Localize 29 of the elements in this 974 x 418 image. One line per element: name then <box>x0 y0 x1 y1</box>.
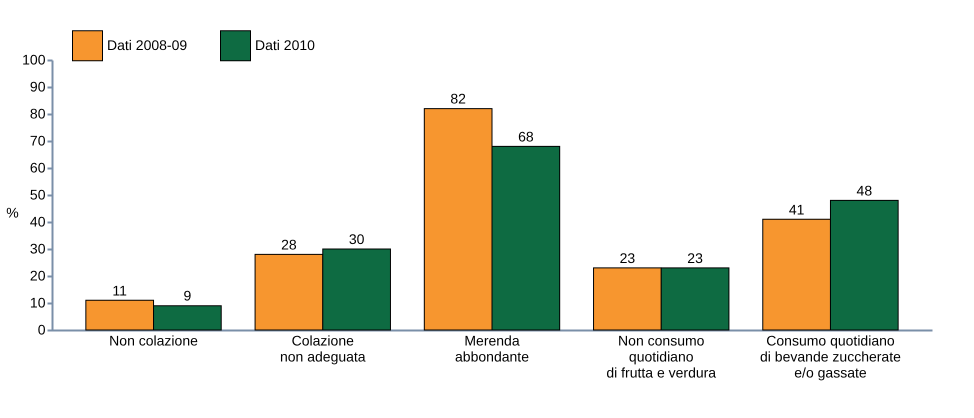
y-axis-title: % <box>6 204 19 220</box>
y-tick-label: 50 <box>30 186 46 202</box>
y-tick-label: 80 <box>30 106 46 122</box>
x-tick-label: Colazione non adeguata <box>280 332 366 364</box>
data-label: 82 <box>450 90 466 107</box>
y-tick-label: 40 <box>30 214 46 230</box>
data-label: 41 <box>788 201 805 218</box>
y-tick-label: 100 <box>22 52 46 68</box>
data-label: 68 <box>518 128 534 144</box>
y-tick-label: 90 <box>30 78 46 94</box>
y-tick-label: 30 <box>30 240 46 256</box>
x-tick-label: Non consumo quotidiano di frutta e verdura <box>606 332 716 380</box>
y-tick-label: 10 <box>30 294 46 310</box>
data-label: 11 <box>112 282 128 298</box>
y-tick-label: 20 <box>30 268 46 284</box>
legend-label: Dati 2010 <box>255 36 316 53</box>
data-label: 23 <box>620 250 636 266</box>
y-tick-label: 0 <box>38 322 46 338</box>
data-label: 48 <box>856 182 872 198</box>
data-label: 9 <box>183 288 192 304</box>
x-tick-label: Consumo quotidiano di bevande zuccherate e/o gassate <box>760 332 902 380</box>
legend-label: Dati 2008-09 <box>107 36 188 53</box>
x-tick-label: Merenda abbondante <box>455 332 530 364</box>
data-label: 28 <box>281 236 297 252</box>
data-label: 23 <box>687 250 704 266</box>
data-label: 30 <box>348 231 365 247</box>
y-tick-label: 70 <box>30 132 46 148</box>
y-tick-label: 60 <box>30 160 46 176</box>
x-tick-label: Non colazione <box>109 332 198 348</box>
